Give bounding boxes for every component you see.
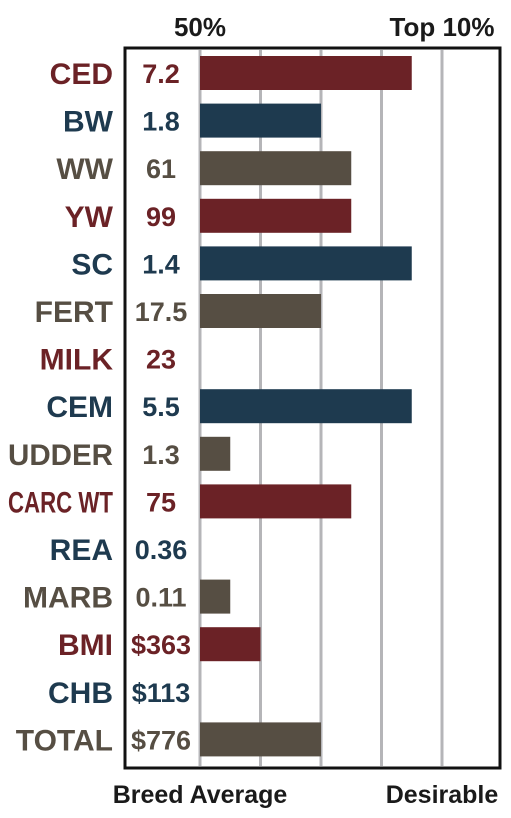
row-value-chb: $113	[132, 678, 191, 708]
row-value-udder: 1.3	[142, 440, 180, 470]
row-label-total: TOTAL	[16, 724, 113, 757]
row-value-cem: 5.5	[142, 392, 180, 422]
row-value-bw: 1.8	[142, 107, 180, 137]
row-label-bmi: BMI	[58, 629, 113, 662]
row-value-ced: 7.2	[142, 59, 180, 89]
bars	[200, 56, 412, 757]
bar-cem	[200, 389, 412, 424]
row-value-rea: 0.36	[135, 535, 188, 565]
row-label-yw: YW	[65, 201, 114, 234]
bar-total	[200, 722, 321, 757]
row-label-marb: MARB	[23, 582, 113, 615]
row-label-carc-wt: CARC WT	[8, 486, 113, 519]
bar-marb	[200, 579, 231, 614]
row-label-rea: REA	[50, 534, 113, 567]
row-values: 7.2 1.8 61 99 1.4 17.5 23 5.5 1.3 75 0.36 0.11 $363 $…	[131, 59, 191, 755]
row-label-milk: MILK	[40, 344, 114, 377]
row-label-fert: FERT	[35, 296, 113, 329]
bottom-label-desirable: Desirable	[386, 781, 499, 809]
row-labels: CED BW WW YW SC FERT MILK CEM UDDER CARC WT REA MAR…	[8, 58, 114, 757]
row-value-ww: 61	[146, 154, 176, 184]
bottom-label-breed-average: Breed Average	[113, 781, 288, 809]
bar-ced	[200, 56, 412, 90]
row-label-sc: SC	[71, 248, 113, 281]
bar-carc-wt	[200, 484, 352, 519]
top-label-top10: Top 10%	[390, 12, 495, 42]
bar-udder	[200, 436, 231, 471]
row-value-sc: 1.4	[142, 249, 180, 279]
bar-bw	[200, 103, 321, 138]
row-value-marb: 0.11	[135, 583, 186, 613]
row-label-chb: CHB	[48, 677, 113, 710]
bar-yw	[200, 198, 352, 233]
row-label-cem: CEM	[46, 391, 113, 424]
row-value-total: $776	[131, 725, 191, 755]
top-label-50: 50%	[174, 12, 226, 42]
bar-bmi	[200, 627, 261, 662]
row-value-milk: 23	[146, 345, 176, 375]
row-value-yw: 99	[146, 202, 176, 232]
chart-frame	[123, 46, 502, 770]
row-label-ced: CED	[50, 58, 113, 91]
row-value-fert: 17.5	[135, 297, 188, 327]
bar-fert	[200, 294, 321, 328]
row-value-bmi: $363	[131, 630, 191, 660]
row-value-carc-wt: 75	[146, 487, 176, 517]
row-label-bw: BW	[63, 106, 114, 139]
bar-sc	[200, 246, 412, 281]
row-label-ww: WW	[56, 153, 113, 186]
bar-ww	[200, 151, 352, 186]
row-label-udder: UDDER	[8, 439, 113, 472]
